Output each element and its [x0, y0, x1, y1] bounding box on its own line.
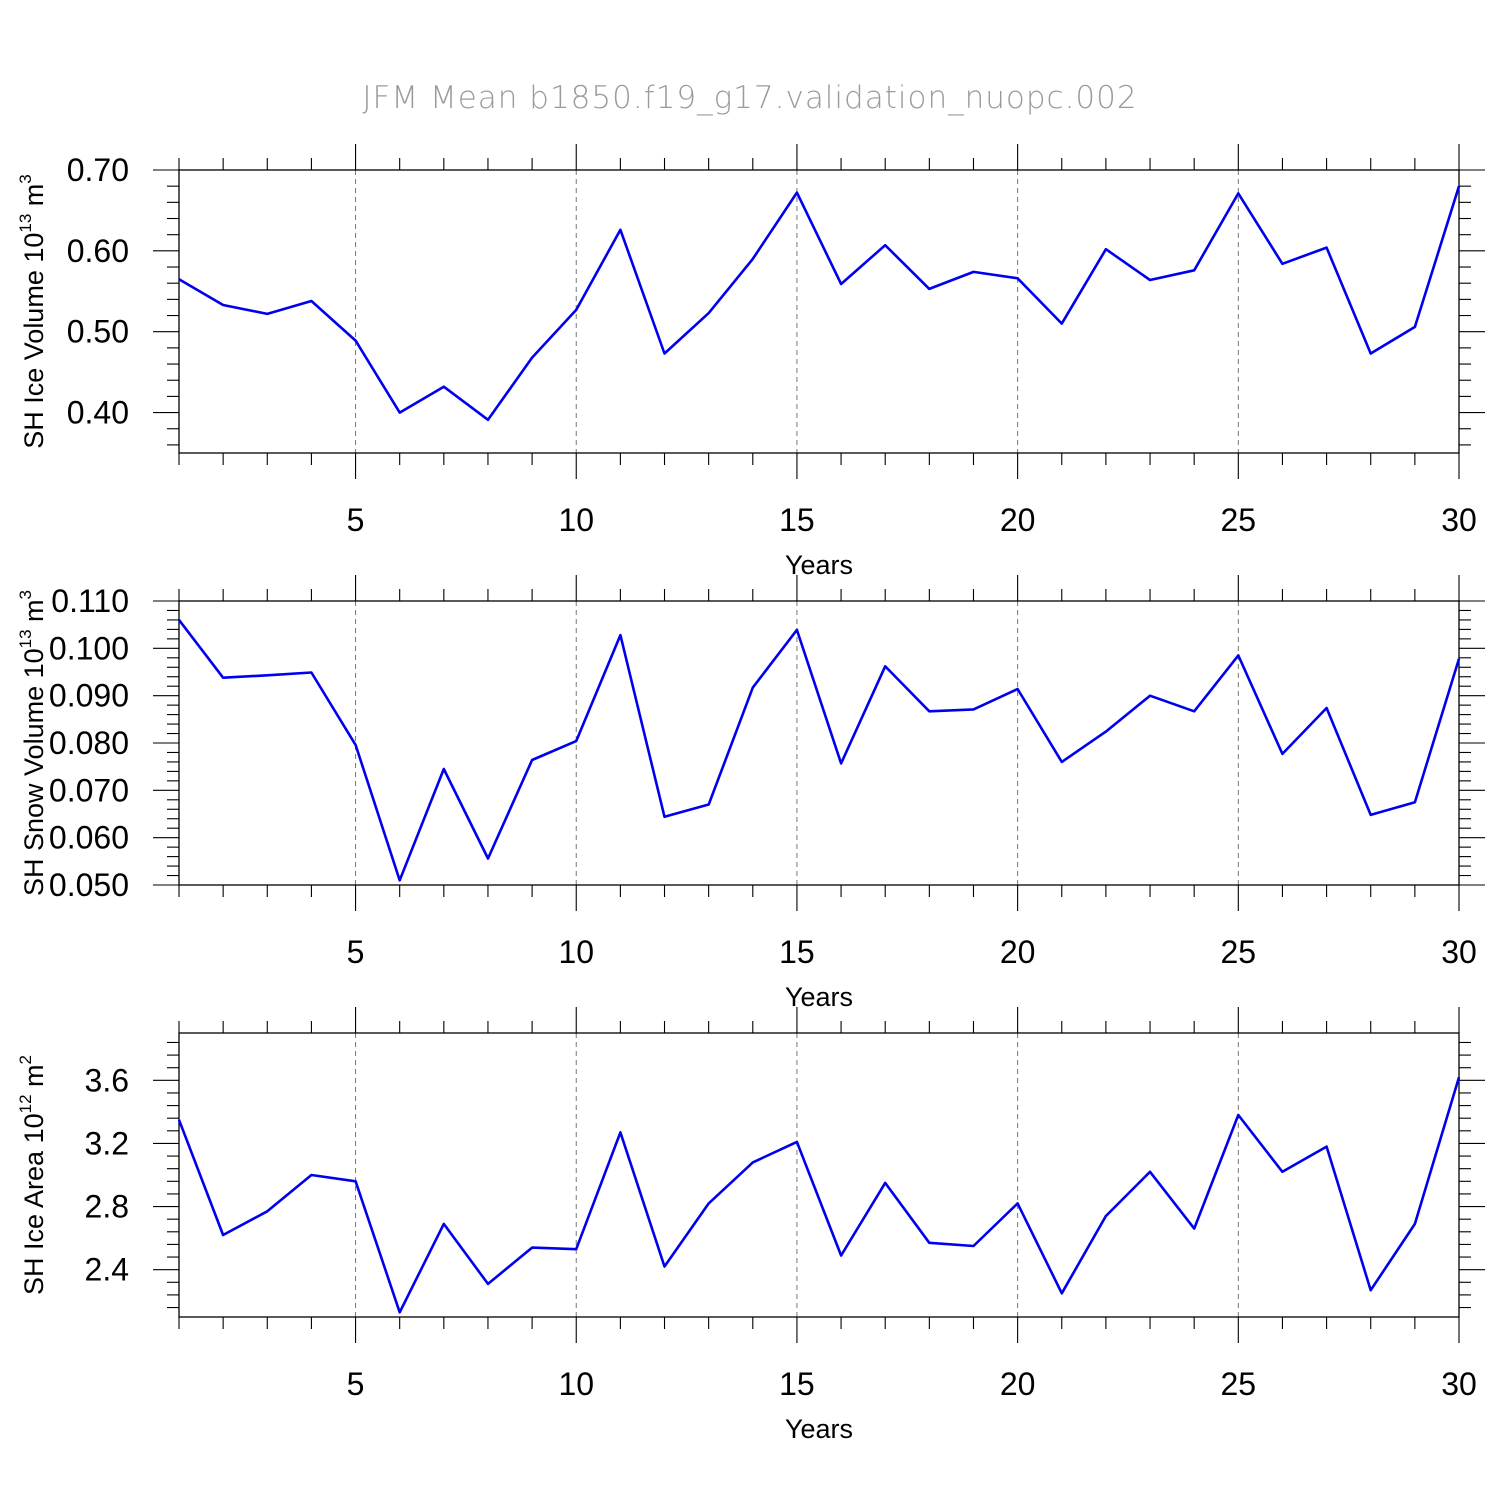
- chart-title: JFM Mean b1850.f19_g17.validation_nuopc.…: [362, 80, 1137, 116]
- x-axis-label: Years: [785, 550, 853, 580]
- y-tick-label: 2.8: [85, 1189, 129, 1225]
- x-tick-label: 25: [1221, 934, 1257, 970]
- x-tick-label: 25: [1221, 1366, 1257, 1402]
- plot-frame: [178, 600, 1460, 886]
- y-tick-label: 0.110: [51, 583, 129, 619]
- series-line: [177, 619, 1461, 882]
- y-tick-label: 0.080: [49, 725, 129, 761]
- x-tick-label: 5: [347, 1366, 365, 1402]
- panel-1: 0.40 0.50 0.60 0.70 5 10 15 20 25 30 Years SH Ice V…: [16, 144, 1485, 580]
- y-tick-label: 0.070: [49, 772, 129, 808]
- x-tick-label: 5: [347, 934, 365, 970]
- y-tick-label: 0.050: [49, 867, 129, 903]
- x-tick-label: 10: [558, 934, 594, 970]
- panels: 0.40 0.50 0.60 0.70 5 10 15 20 25 30 Years SH Ice V…: [16, 144, 1485, 1444]
- x-axis-label: Years: [785, 1414, 853, 1444]
- x-tick-label: 20: [1000, 502, 1036, 538]
- x-tick-label: 20: [1000, 934, 1036, 970]
- y-tick-label: 0.090: [49, 678, 129, 714]
- y-tick-label: 0.100: [49, 630, 129, 666]
- x-tick-label: 15: [779, 502, 815, 538]
- series-line: [178, 185, 1461, 422]
- x-tick-label: 30: [1441, 934, 1477, 970]
- y-axis-label: SH Snow Volume 1013 m3: [16, 590, 49, 896]
- x-tick-label: 30: [1441, 1366, 1477, 1402]
- panel-3: 2.4 2.8 3.2 3.6 5 10 15 20 25 30 Years SH Ice Area …: [16, 1007, 1485, 1444]
- x-tick-label: 15: [779, 934, 815, 970]
- y-tick-label: 0.60: [67, 233, 129, 269]
- y-tick-label: 0.50: [67, 314, 129, 350]
- x-tick-label: 10: [558, 502, 594, 538]
- y-tick-label: 0.060: [49, 820, 129, 856]
- x-tick-label: 25: [1221, 502, 1257, 538]
- x-tick-label: 30: [1441, 502, 1477, 538]
- plot-frame: [178, 169, 1460, 454]
- plot-frame: [178, 1032, 1460, 1318]
- x-tick-label: 10: [558, 1366, 594, 1402]
- y-tick-label: 3.6: [85, 1062, 129, 1098]
- y-tick-label: 0.40: [67, 395, 129, 431]
- y-tick-label: 3.2: [85, 1125, 129, 1161]
- panel-2: 0.050 0.060 0.070 0.080 0.090 0.100 0.110 5 10 15…: [16, 575, 1485, 1012]
- y-axis-label: SH Ice Volume 1013 m3: [16, 174, 49, 449]
- x-axis-label: Years: [785, 982, 853, 1012]
- x-tick-label: 20: [1000, 1366, 1036, 1402]
- y-axis-label: SH Ice Area 1012 m2: [16, 1055, 49, 1295]
- series-line: [177, 1076, 1461, 1314]
- y-tick-label: 2.4: [85, 1252, 129, 1288]
- x-tick-label: 15: [779, 1366, 815, 1402]
- y-tick-label: 0.70: [67, 152, 129, 188]
- x-tick-label: 5: [347, 502, 365, 538]
